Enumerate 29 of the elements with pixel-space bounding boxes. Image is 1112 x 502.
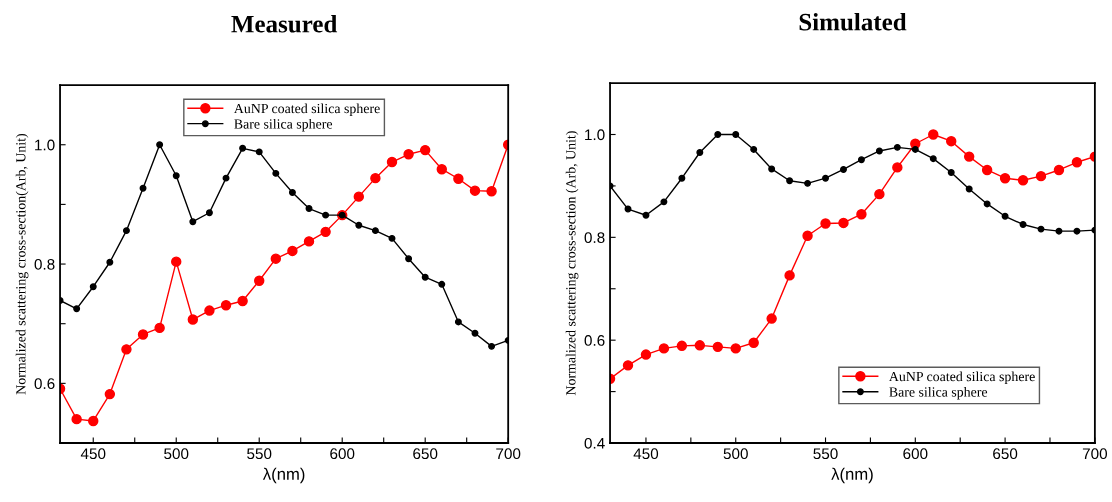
x-tick-label: 700	[1082, 448, 1108, 460]
legend-label: AuNP coated silica sphere	[233, 103, 380, 117]
chart-title: Measured	[231, 14, 338, 33]
y-tick-label: 0.4	[584, 437, 605, 449]
y-tick-label: 0.8	[34, 258, 55, 270]
x-tick-label: 450	[633, 448, 659, 460]
legend-label: Bare silica sphere	[889, 386, 988, 400]
y-tick-label: 0.6	[34, 378, 55, 390]
x-tick-label: 650	[993, 448, 1018, 460]
x-tick-label: 600	[903, 448, 928, 460]
x-tick-label: 700	[496, 448, 521, 460]
y-axis-title: Normalized scattering cross-section (Arb, Unit)	[565, 131, 579, 396]
x-tick-label: 600	[330, 448, 355, 460]
y-tick-label: 0.8	[584, 232, 605, 244]
y-tick-label: 0.6	[584, 335, 605, 346]
y-tick-label: 1.0	[35, 139, 55, 151]
x-axis-title: λ(nm)	[262, 467, 305, 484]
x-tick-label: 500	[723, 448, 748, 460]
x-tick-label: 500	[164, 448, 189, 460]
x-axis-title: λ(nm)	[831, 467, 873, 484]
x-tick-label: 650	[413, 448, 438, 460]
y-axis-title: Normalized scattering cross-section(Arb, Unit)	[15, 133, 29, 395]
legend-label: Bare silica sphere	[234, 118, 333, 132]
x-tick-label: 550	[813, 448, 838, 460]
y-tick-label: 1.0	[585, 129, 605, 141]
x-tick-label: 550	[247, 448, 272, 460]
chart-title: Simulated	[799, 12, 907, 31]
x-tick-label: 450	[80, 448, 106, 460]
legend-label: AuNP coated silica sphere	[888, 371, 1035, 385]
